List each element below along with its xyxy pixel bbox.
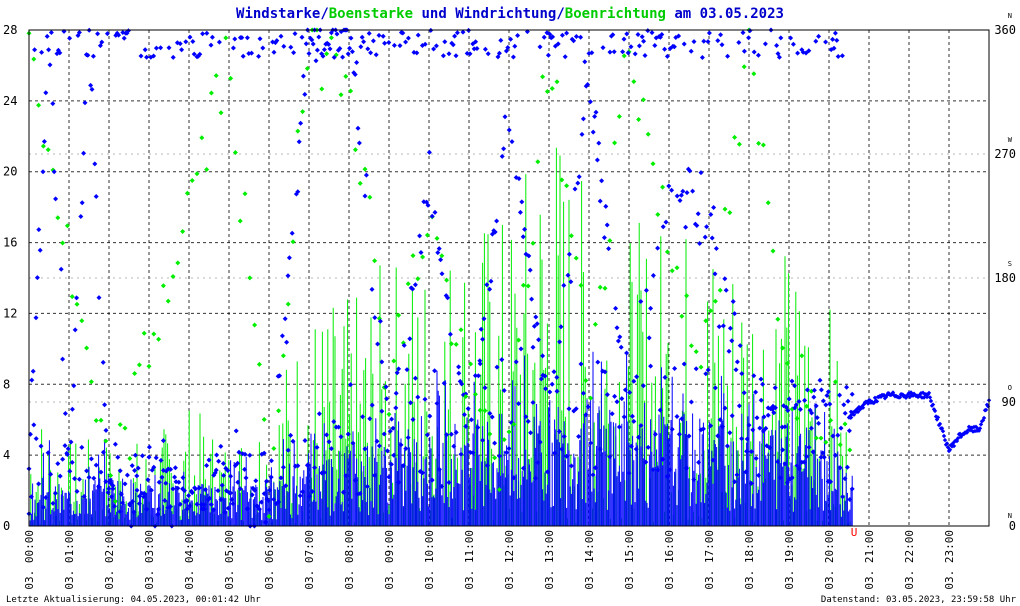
y-tick-label: 16 (3, 236, 17, 250)
x-tick-label: 03. 14:00 (583, 530, 596, 590)
compass-label: W (1008, 136, 1013, 144)
title-part: Boenstarke (329, 6, 413, 22)
title-part: / (320, 6, 328, 22)
y-tick-label: 12 (3, 306, 17, 320)
y-tick-label: 8 (3, 377, 10, 391)
left-axis-labels: 0 4 8 12 16 20 24 28 (3, 23, 17, 533)
x-tick-label: 03. 23:00 (943, 530, 956, 590)
compass-label: N (1008, 512, 1012, 520)
x-tick-label: 03. 12:00 (503, 530, 516, 590)
x-tick-label: 03. 20:00 (823, 530, 836, 590)
compass-label: N (1008, 12, 1012, 20)
x-tick-label: 03. 04:00 (183, 530, 196, 590)
x-tick-label: 03. 21:00 (863, 530, 876, 590)
x-tick-label: 03. 01:00 (63, 530, 76, 590)
x-tick-label: 03. 17:00 (703, 530, 716, 590)
x-tick-label: 03. 16:00 (663, 530, 676, 590)
direction-tick-label: 90 (1002, 395, 1016, 409)
footer-right: Datenstand: 03.05.2023, 23:59:58 Uhr (821, 595, 1017, 605)
x-tick-label: 03. 18:00 (743, 530, 756, 590)
wind-speed-dots (26, 346, 855, 513)
y-tick-label: 0 (3, 519, 10, 533)
title-part: und (413, 6, 455, 22)
compass-label: O (1008, 384, 1012, 392)
y-tick-label: 4 (3, 448, 10, 462)
footer-left: Letzte Aktualisierung: 04.05.2023, 00:01… (6, 595, 261, 605)
y-tick-label: 28 (3, 23, 17, 37)
x-tick-label: 03. 08:00 (343, 530, 356, 590)
x-tick-label: 03. 11:00 (463, 530, 476, 590)
x-tick-label: 03. 07:00 (303, 530, 316, 590)
x-tick-label: 03. 22:00 (903, 530, 916, 590)
x-tick-label: 03. 09:00 (383, 530, 396, 590)
y-tick-label: 24 (3, 94, 17, 108)
wind-series (26, 346, 855, 526)
grid (29, 30, 989, 526)
x-tick-label: 03. 02:00 (103, 530, 116, 590)
compass-label: S (1008, 260, 1012, 268)
wind-bars (28, 351, 853, 526)
x-tick-label: 03. 06:00 (263, 530, 276, 590)
x-tick-label: 03. 19:00 (783, 530, 796, 590)
marker-label: U (851, 526, 858, 539)
x-tick-label: 03. 15:00 (623, 530, 636, 590)
title-part: / (556, 6, 564, 22)
direction-tick-label: 180 (994, 271, 1016, 285)
title-part: Windrichtung (455, 6, 556, 22)
plot-frame (28, 29, 990, 527)
x-tick-label: 03. 00:00 (23, 530, 36, 590)
x-axis-labels: 03. 00:00 03. 01:00 03. 02:00 03. 03:00 03. … (23, 530, 956, 590)
x-tick-label: 03. 03:00 (143, 530, 156, 590)
title-part: Boenrichtung (565, 6, 666, 22)
title-part: Windstarke (236, 6, 320, 22)
x-tick-label: 03. 05:00 (223, 530, 236, 590)
x-tick-label: 03. 13:00 (543, 530, 556, 590)
direction-tick-label: 270 (994, 147, 1016, 161)
direction-tick-label: 0 (1009, 519, 1016, 533)
chart-title: Windstarke/Boenstarke und Windrichtung/B… (236, 6, 784, 22)
title-part: am 03.05.2023 (666, 6, 784, 22)
direction-tick-label: 360 (994, 23, 1016, 37)
x-tick-label: 03. 10:00 (423, 530, 436, 590)
y-tick-label: 20 (3, 165, 17, 179)
